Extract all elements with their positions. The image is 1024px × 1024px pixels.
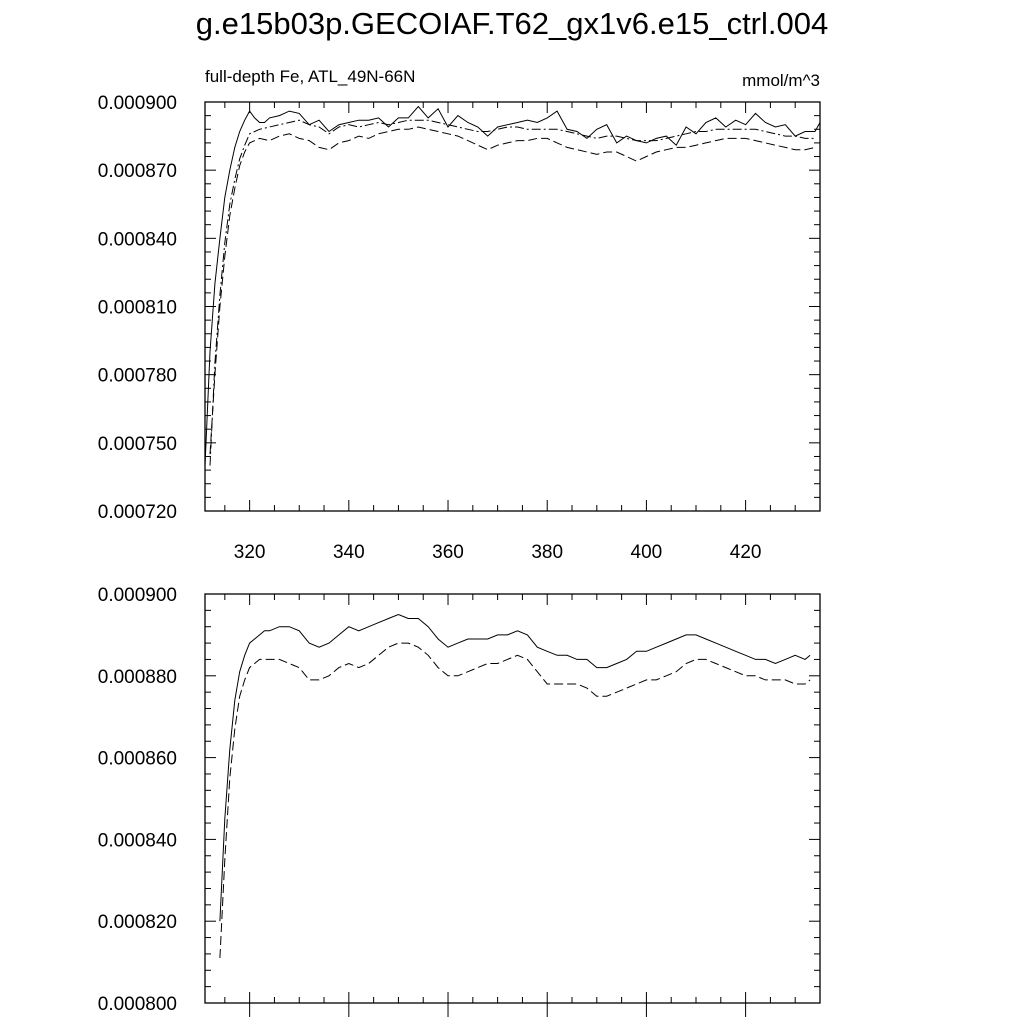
panel-1-plot: 320 340 360 380 400 420 0.000720 0.000750 0.0007… (98, 93, 821, 563)
y-tick-label: 0.000840 (98, 830, 177, 851)
y-tick-label: 0.000780 (98, 366, 177, 387)
x-tick-label: 400 (631, 542, 663, 563)
x-tick-label: 320 (234, 542, 266, 563)
y-tick-label: 0.000720 (98, 502, 177, 523)
y-tick-label: 0.000870 (98, 161, 177, 182)
series-line-solid (219, 613, 811, 922)
y-tick-label: 0.000820 (98, 912, 177, 933)
chart-title: g.e15b03p.GECOIAF.T62_gx1v6.e15_ctrl.004 (195, 6, 829, 41)
x-tick-label: 340 (333, 542, 365, 563)
panel-1-units: mmol/m^3 (742, 71, 820, 90)
x-tick-label: 380 (531, 542, 563, 563)
y-tick-label: 0.000810 (98, 298, 177, 319)
series-line-dashed (219, 642, 811, 959)
x-tick-label: 360 (432, 542, 464, 563)
y-tick-label: 0.000900 (98, 585, 177, 606)
plot-frame (204, 101, 821, 512)
y-tick-label: 0.000750 (98, 434, 177, 455)
y-tick-label: 0.000900 (98, 93, 177, 114)
panel-2-plot: 0.000800 0.000820 0.000840 0.000860 0.000880… (98, 585, 821, 1017)
panel-1-subtitle: full-depth Fe, ATL_49N-66N (205, 67, 415, 86)
series-line-dashed (209, 126, 816, 455)
y-tick-label: 0.000880 (98, 667, 177, 688)
series-line-dash-dot (209, 119, 815, 466)
plot-frame (204, 593, 821, 1004)
series-line-solid (204, 105, 821, 466)
y-tick-label: 0.000840 (98, 229, 177, 250)
x-tick-label: 420 (730, 542, 762, 563)
y-tick-label: 0.000800 (98, 994, 177, 1015)
y-tick-label: 0.000860 (98, 749, 177, 770)
